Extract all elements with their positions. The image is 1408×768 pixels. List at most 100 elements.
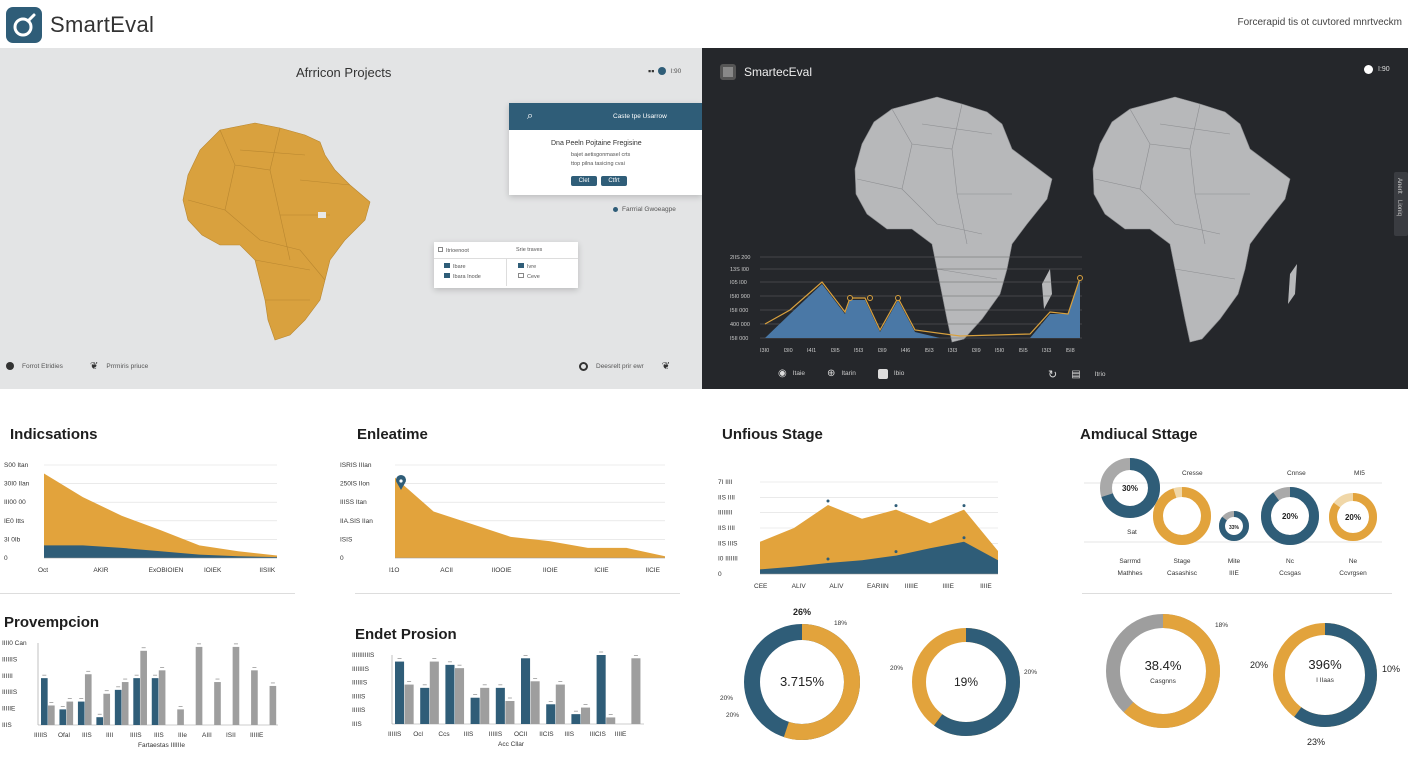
- x-tick-label: IOIEK: [204, 567, 222, 574]
- x-tick-label: ISII: [226, 732, 236, 739]
- legend-swatch-icon: [518, 273, 524, 278]
- map-footer-left[interactable]: Forrot Etridies: [6, 362, 63, 370]
- dark-x-tick-label: I5I3: [854, 348, 863, 354]
- enleatime-chart[interactable]: ISRIS IIIan 250IS IIon IIISS Itan IIA.SIS I…: [340, 455, 680, 580]
- bar: [158, 670, 166, 725]
- x-tick-label: IICIS: [539, 731, 554, 738]
- legend-item-2[interactable]: Ibara Inode: [444, 273, 481, 280]
- donut-center-label: 32.7%: [1171, 512, 1194, 521]
- africa-map-gold[interactable]: [180, 120, 380, 350]
- footer-right-label: Deesrelt prir ewr: [596, 363, 644, 370]
- dark-x-tick-label: I5I8: [1066, 348, 1075, 354]
- leaf-icon: ❦: [661, 361, 671, 372]
- legend-swatch-icon: [444, 263, 450, 268]
- x-tick-label: Ccs: [438, 731, 450, 738]
- x-tick-label: ALIV: [829, 583, 844, 590]
- header-note: Forcerapid tis ot cuvtored mnrtveckm: [1237, 17, 1403, 28]
- dark-x-tick-label: I3I9: [972, 348, 981, 354]
- dark-footer: ◉ Itaie ⊕ Itarin Ibio: [778, 368, 904, 379]
- bar: [232, 646, 240, 725]
- x-tick-label: OCII: [514, 731, 528, 738]
- column-label: MI5: [1354, 470, 1365, 477]
- donut-center-label: 33%: [1229, 525, 1240, 531]
- donut-center-label: 30%: [1122, 484, 1138, 493]
- ring-value: [1329, 493, 1377, 541]
- y-tick-label: IIA.SIS IIan: [340, 518, 373, 525]
- legend-link[interactable]: Farrrial Gwoeagpe: [613, 206, 676, 213]
- mid-ring-charts[interactable]: 3.715% 26% 18% 20% 20% 19% 20% 20%: [712, 600, 1052, 760]
- legend-item-1[interactable]: Ibare: [444, 263, 466, 270]
- dark-y-tick-label: I5I0 900: [730, 294, 750, 300]
- view-toggle[interactable]: ▪▪ I:90: [648, 66, 681, 76]
- bar: [177, 709, 184, 725]
- ring-chart-medium: [912, 628, 1020, 736]
- dark-footer-item-1[interactable]: ◉ Itaie: [778, 368, 806, 379]
- ring-label-right: 20%: [1024, 669, 1037, 676]
- search-apply-button[interactable]: Clet: [571, 176, 597, 186]
- dark-footer-item-2[interactable]: ⊕ Itarin: [827, 368, 856, 379]
- area-series: [44, 473, 277, 558]
- legend-swatch-icon: [518, 263, 524, 268]
- unfious-stage-chart[interactable]: 7I IIII IIS IIII IIIIIIII IIS IIII IIS IIIS I…: [718, 470, 1033, 595]
- logo-icon[interactable]: [6, 7, 42, 43]
- dark-footer-item-3[interactable]: Ibio: [877, 368, 904, 379]
- provempsion-chart[interactable]: IIII0 Can IIIIIIS IIIIII IIIIIIS IIIIIE IIIS I…: [2, 635, 292, 763]
- dark-panel-brand[interactable]: SmartecEval: [720, 64, 812, 80]
- africa-map-gray-1[interactable]: [852, 94, 1062, 349]
- map-panel-title: Afrricon Projects: [296, 65, 392, 80]
- bar: [530, 681, 540, 724]
- list-icon[interactable]: ▤: [1071, 369, 1081, 380]
- x-tick-label: IIII: [106, 732, 113, 739]
- search-card-header: ⌕ Caste tpe Usarrow: [509, 103, 702, 130]
- bar: [214, 682, 221, 725]
- legend-item-3[interactable]: Ivre: [518, 263, 536, 270]
- dark-y-tick-label: I5II 000: [730, 336, 748, 342]
- dark-x-tick-label: I5I5: [1019, 348, 1028, 354]
- legend-link-label: Farrrial Gwoeagpe: [622, 206, 676, 213]
- donut-caption: Nc: [1286, 558, 1295, 565]
- right-ring-charts[interactable]: 38.4% Casgnns 18% 396% I IIaas 20% 10% 23%: [1085, 605, 1408, 760]
- dark-footer-right-label: Itrio: [1094, 371, 1106, 378]
- checkbox-icon[interactable]: [438, 247, 443, 252]
- map-footer-mid[interactable]: ❦ Prrmiris priuce: [90, 361, 148, 372]
- x-tick-label: IIIIE: [980, 583, 992, 590]
- x-tick-label: IIIIS: [130, 732, 142, 739]
- donut-subcaption: Ccvrgsen: [1339, 570, 1367, 577]
- y-tick-label: ISIS: [340, 536, 353, 543]
- legend-col-divider: [506, 258, 507, 286]
- x-tick-label: IISIIK: [259, 567, 276, 574]
- endet-prosion-chart[interactable]: IIIIIIIIIIS IIIIIIIS IIIIIIS IIIIIS IIIIIS II…: [352, 645, 652, 763]
- data-point: [894, 504, 898, 508]
- dark-toggle[interactable]: I:90: [1364, 65, 1390, 74]
- indications-chart[interactable]: S00 Itan 30I0 IIan III00 00 IE0 Itts 3I 0Ib 0…: [4, 455, 294, 580]
- dark-x-tick-label: I4I1: [807, 348, 816, 354]
- y-tick-label: IIIIIIS: [2, 656, 18, 663]
- amducal-donut-grid[interactable]: Cresse Cnnse MI5 30% Sarrmd Mathhes 32.7% Stage…: [1082, 450, 1402, 590]
- side-tabs[interactable]: Anerlt Lioniq: [1394, 172, 1408, 236]
- search-icon[interactable]: ⌕: [527, 110, 534, 122]
- toggle-dot-icon: [658, 67, 667, 75]
- map-footer-right[interactable]: Deesrelt prir ewr ❦: [579, 361, 670, 372]
- legend-card: Itrioenoot Srie traves Ibare Ibara Inode…: [434, 242, 578, 288]
- footer-mid-label: Prrmiris priuce: [106, 363, 149, 370]
- data-point: [962, 536, 966, 540]
- search-cancel-button[interactable]: Ctfrt: [601, 176, 627, 186]
- legend-item-4[interactable]: Ceve: [518, 273, 540, 280]
- pin-icon: [613, 207, 618, 212]
- refresh-icon[interactable]: ↻: [1048, 369, 1058, 381]
- x-tick-label: IIIIIE: [905, 583, 919, 590]
- ring-label-bottom: 23%: [1307, 737, 1325, 747]
- y-tick-label: IIIIIIS: [2, 689, 18, 696]
- y-tick-label: IE0 Itts: [4, 518, 25, 525]
- dark-x-tick-label: I3I0: [760, 348, 769, 354]
- x-tick-label: ACII: [440, 567, 453, 574]
- africa-map-gray-2[interactable]: [1090, 94, 1300, 349]
- ring-value: [1153, 487, 1211, 545]
- dark-toggle-label: I:90: [1378, 66, 1390, 73]
- side-tab-2[interactable]: Lioniq: [1396, 199, 1402, 216]
- dark-x-tick-label: I5I3: [925, 348, 934, 354]
- ring-center-label: 19%: [954, 675, 978, 689]
- side-tab-1[interactable]: Anerlt: [1396, 178, 1402, 194]
- x-tick-label: IIIS: [154, 732, 164, 739]
- dark-trend-chart[interactable]: 2IIS 200 13S I00 I05 I00 I5I0 900 I5II 000 40…: [730, 252, 1090, 362]
